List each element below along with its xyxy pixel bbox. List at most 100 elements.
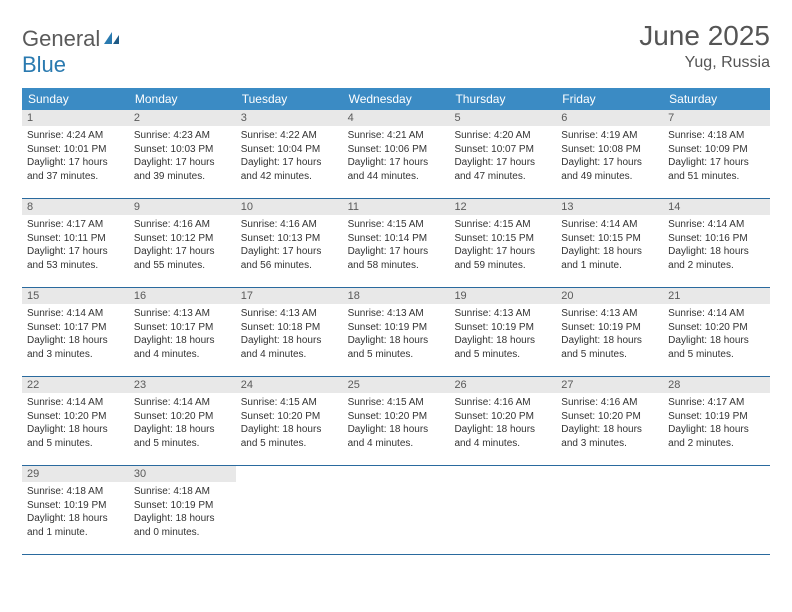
daylight-line: Daylight: 17 hours and 55 minutes.: [134, 245, 231, 272]
daylight-line: Daylight: 17 hours and 51 minutes.: [668, 156, 765, 183]
day-cell: 17Sunrise: 4:13 AMSunset: 10:18 PMDaylig…: [236, 288, 343, 376]
sunrise-line: Sunrise: 4:16 AM: [561, 396, 658, 410]
day-cell: 23Sunrise: 4:14 AMSunset: 10:20 PMDaylig…: [129, 377, 236, 465]
week-row: 15Sunrise: 4:14 AMSunset: 10:17 PMDaylig…: [22, 288, 770, 377]
day-content: Sunrise: 4:24 AMSunset: 10:01 PMDaylight…: [22, 126, 129, 186]
day-cell: 18Sunrise: 4:13 AMSunset: 10:19 PMDaylig…: [343, 288, 450, 376]
logo-word-2: Blue: [22, 52, 66, 77]
day-cell: 8Sunrise: 4:17 AMSunset: 10:11 PMDayligh…: [22, 199, 129, 287]
sunrise-line: Sunrise: 4:14 AM: [27, 396, 124, 410]
daylight-line: Daylight: 17 hours and 42 minutes.: [241, 156, 338, 183]
day-cell: 20Sunrise: 4:13 AMSunset: 10:19 PMDaylig…: [556, 288, 663, 376]
sunrise-line: Sunrise: 4:13 AM: [561, 307, 658, 321]
day-number: 20: [556, 288, 663, 304]
sunset-line: Sunset: 10:01 PM: [27, 143, 124, 157]
sunrise-line: Sunrise: 4:16 AM: [134, 218, 231, 232]
day-content: Sunrise: 4:13 AMSunset: 10:17 PMDaylight…: [129, 304, 236, 364]
day-number: 10: [236, 199, 343, 215]
sunset-line: Sunset: 10:17 PM: [27, 321, 124, 335]
daylight-line: Daylight: 17 hours and 37 minutes.: [27, 156, 124, 183]
day-number: 27: [556, 377, 663, 393]
day-content: Sunrise: 4:19 AMSunset: 10:08 PMDaylight…: [556, 126, 663, 186]
day-content: Sunrise: 4:18 AMSunset: 10:09 PMDaylight…: [663, 126, 770, 186]
day-content: Sunrise: 4:17 AMSunset: 10:19 PMDaylight…: [663, 393, 770, 453]
sunset-line: Sunset: 10:19 PM: [668, 410, 765, 424]
sunset-line: Sunset: 10:19 PM: [27, 499, 124, 513]
sunset-line: Sunset: 10:13 PM: [241, 232, 338, 246]
day-cell: 30Sunrise: 4:18 AMSunset: 10:19 PMDaylig…: [129, 466, 236, 554]
day-content: Sunrise: 4:13 AMSunset: 10:19 PMDaylight…: [556, 304, 663, 364]
sunset-line: Sunset: 10:07 PM: [454, 143, 551, 157]
day-cell: 5Sunrise: 4:20 AMSunset: 10:07 PMDayligh…: [449, 110, 556, 198]
day-content: Sunrise: 4:16 AMSunset: 10:20 PMDaylight…: [449, 393, 556, 453]
daylight-line: Daylight: 18 hours and 4 minutes.: [454, 423, 551, 450]
day-number: 23: [129, 377, 236, 393]
day-cell: [556, 466, 663, 554]
day-cell: 1Sunrise: 4:24 AMSunset: 10:01 PMDayligh…: [22, 110, 129, 198]
day-cell: 16Sunrise: 4:13 AMSunset: 10:17 PMDaylig…: [129, 288, 236, 376]
sunrise-line: Sunrise: 4:20 AM: [454, 129, 551, 143]
day-content: Sunrise: 4:23 AMSunset: 10:03 PMDaylight…: [129, 126, 236, 186]
day-cell: 27Sunrise: 4:16 AMSunset: 10:20 PMDaylig…: [556, 377, 663, 465]
day-cell: 28Sunrise: 4:17 AMSunset: 10:19 PMDaylig…: [663, 377, 770, 465]
daylight-line: Daylight: 18 hours and 4 minutes.: [134, 334, 231, 361]
sunrise-line: Sunrise: 4:15 AM: [454, 218, 551, 232]
day-number: 15: [22, 288, 129, 304]
daylight-line: Daylight: 18 hours and 3 minutes.: [561, 423, 658, 450]
sunset-line: Sunset: 10:20 PM: [27, 410, 124, 424]
day-cell: [236, 466, 343, 554]
sunset-line: Sunset: 10:19 PM: [561, 321, 658, 335]
daylight-line: Daylight: 18 hours and 3 minutes.: [27, 334, 124, 361]
day-number: 13: [556, 199, 663, 215]
day-content: Sunrise: 4:18 AMSunset: 10:19 PMDaylight…: [129, 482, 236, 542]
daylight-line: Daylight: 17 hours and 39 minutes.: [134, 156, 231, 183]
daylight-line: Daylight: 17 hours and 58 minutes.: [348, 245, 445, 272]
day-content: Sunrise: 4:13 AMSunset: 10:18 PMDaylight…: [236, 304, 343, 364]
day-content: Sunrise: 4:16 AMSunset: 10:20 PMDaylight…: [556, 393, 663, 453]
day-number: 21: [663, 288, 770, 304]
day-number: 6: [556, 110, 663, 126]
weekday-thursday: Thursday: [449, 88, 556, 110]
sunset-line: Sunset: 10:20 PM: [348, 410, 445, 424]
calendar-body: 1Sunrise: 4:24 AMSunset: 10:01 PMDayligh…: [22, 110, 770, 555]
week-row: 29Sunrise: 4:18 AMSunset: 10:19 PMDaylig…: [22, 466, 770, 555]
sunset-line: Sunset: 10:03 PM: [134, 143, 231, 157]
sunrise-line: Sunrise: 4:16 AM: [454, 396, 551, 410]
sunrise-line: Sunrise: 4:13 AM: [348, 307, 445, 321]
day-number: 8: [22, 199, 129, 215]
daylight-line: Daylight: 17 hours and 56 minutes.: [241, 245, 338, 272]
daylight-line: Daylight: 18 hours and 5 minutes.: [348, 334, 445, 361]
day-number: 9: [129, 199, 236, 215]
day-content: Sunrise: 4:14 AMSunset: 10:16 PMDaylight…: [663, 215, 770, 275]
logo: General Blue: [22, 26, 122, 78]
daylight-line: Daylight: 18 hours and 5 minutes.: [134, 423, 231, 450]
header: General Blue June 2025 Yug, Russia: [22, 20, 770, 78]
sunrise-line: Sunrise: 4:15 AM: [348, 396, 445, 410]
sunset-line: Sunset: 10:20 PM: [668, 321, 765, 335]
sunrise-line: Sunrise: 4:18 AM: [668, 129, 765, 143]
day-number: 4: [343, 110, 450, 126]
location: Yug, Russia: [639, 54, 770, 72]
day-content: Sunrise: 4:16 AMSunset: 10:13 PMDaylight…: [236, 215, 343, 275]
logo-text: General Blue: [22, 26, 122, 78]
sunset-line: Sunset: 10:06 PM: [348, 143, 445, 157]
weekday-wednesday: Wednesday: [343, 88, 450, 110]
day-content: Sunrise: 4:15 AMSunset: 10:20 PMDaylight…: [236, 393, 343, 453]
sunset-line: Sunset: 10:15 PM: [454, 232, 551, 246]
day-cell: 26Sunrise: 4:16 AMSunset: 10:20 PMDaylig…: [449, 377, 556, 465]
sunset-line: Sunset: 10:20 PM: [134, 410, 231, 424]
day-content: Sunrise: 4:14 AMSunset: 10:17 PMDaylight…: [22, 304, 129, 364]
day-number: 1: [22, 110, 129, 126]
day-cell: 10Sunrise: 4:16 AMSunset: 10:13 PMDaylig…: [236, 199, 343, 287]
daylight-line: Daylight: 18 hours and 5 minutes.: [241, 423, 338, 450]
day-content: Sunrise: 4:22 AMSunset: 10:04 PMDaylight…: [236, 126, 343, 186]
day-content: Sunrise: 4:13 AMSunset: 10:19 PMDaylight…: [343, 304, 450, 364]
sunset-line: Sunset: 10:11 PM: [27, 232, 124, 246]
sunrise-line: Sunrise: 4:13 AM: [454, 307, 551, 321]
sunset-line: Sunset: 10:04 PM: [241, 143, 338, 157]
day-number: 26: [449, 377, 556, 393]
sunrise-line: Sunrise: 4:22 AM: [241, 129, 338, 143]
day-number: 14: [663, 199, 770, 215]
daylight-line: Daylight: 18 hours and 2 minutes.: [668, 245, 765, 272]
day-number: 16: [129, 288, 236, 304]
